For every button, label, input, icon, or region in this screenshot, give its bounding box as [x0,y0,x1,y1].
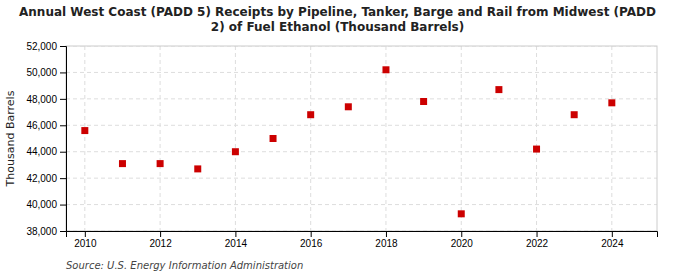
y-axis: 38,000 40,000 42,000 44,000 46,000 48,000 50,0… [26,41,66,237]
point [157,160,164,167]
tick-label: 44,000 [26,146,57,157]
points [81,66,615,217]
source: Source: U.S. Energy Information Administ… [66,260,303,271]
tick-mark [60,178,66,179]
tick: 2022 [526,231,549,249]
point [270,135,277,142]
tick-mark [612,231,613,237]
tick-mark [235,231,236,237]
tick-label: 2016 [300,238,323,249]
tick: 2010 [74,231,97,249]
tick-label: 38,000 [26,226,57,237]
grid-line [66,125,657,126]
tick: 46,000 [26,120,66,131]
point [194,165,201,172]
grid-line [84,46,85,231]
point [119,160,126,167]
chart: Annual West Coast (PADD 5) Receipts by P… [0,0,675,275]
tick-mark [85,231,86,237]
tick: 2020 [451,231,474,249]
tick-label: 48,000 [26,94,57,105]
tick: 42,000 [26,173,66,184]
tick-mark [60,46,66,47]
grid-line [611,46,612,231]
tick-mark [386,231,387,237]
tick-mark [311,231,312,237]
x-axis: 2010 2012 2014 2016 2018 2020 2022 2024 [67,231,658,249]
point [382,66,389,73]
tick: 2024 [601,231,624,249]
grid-line [160,46,161,231]
point [420,98,427,105]
grid-line [536,46,537,231]
tick-mark [60,205,66,206]
tick: 2018 [375,231,398,249]
tick: 38,000 [26,226,66,237]
point [307,111,314,118]
tick-label: 2014 [225,238,248,249]
tick-mark [60,99,66,100]
tick-mark [60,72,66,73]
tick-label: 2018 [375,238,398,249]
point [345,103,352,110]
tick-label: 2024 [601,238,624,249]
tick: 52,000 [26,41,66,52]
tick-mark [60,231,66,232]
point [81,127,88,134]
tick-mark [60,152,66,153]
grid [66,46,657,231]
y-axis-title: Thousand Barrels [4,90,17,187]
point [232,148,239,155]
point [571,111,578,118]
tick: 40,000 [26,199,66,210]
tick: 2016 [300,231,323,249]
axis-line [67,232,658,238]
grid-line [66,178,657,179]
tick-label: 42,000 [26,173,57,184]
tick: 2014 [225,231,248,249]
tick: 48,000 [26,94,66,105]
grid-line [235,46,236,231]
plot-frame [66,46,657,231]
tick-label: 2020 [451,238,474,249]
grid-line [66,72,657,73]
grid-line [385,46,386,231]
tick-label: 50,000 [26,67,57,78]
tick-label: 52,000 [26,41,57,52]
grid-line [66,204,657,205]
tick-mark [60,125,66,126]
tick-label: 40,000 [26,199,57,210]
grid-line [461,46,462,231]
plot: 2010 2012 2014 2016 2018 2020 2022 2024 38,000 40… [26,41,657,249]
tick-mark [160,231,161,237]
point [533,146,540,153]
tick: 44,000 [26,146,66,157]
tick-mark [461,231,462,237]
title: Annual West Coast (PADD 5) Receipts by P… [19,5,656,34]
axis-line [60,47,67,232]
tick-label: 2012 [149,238,172,249]
point [608,99,615,106]
tick-label: 2022 [526,238,549,249]
tick-label: 46,000 [26,120,57,131]
grid-line [310,46,311,231]
tick: 50,000 [26,67,66,78]
tick: 2012 [149,231,172,249]
point [458,210,465,217]
point [495,86,502,93]
grid-line [66,151,657,152]
grid-line [66,98,657,99]
tick-mark [537,231,538,237]
tick-label: 2010 [74,238,97,249]
